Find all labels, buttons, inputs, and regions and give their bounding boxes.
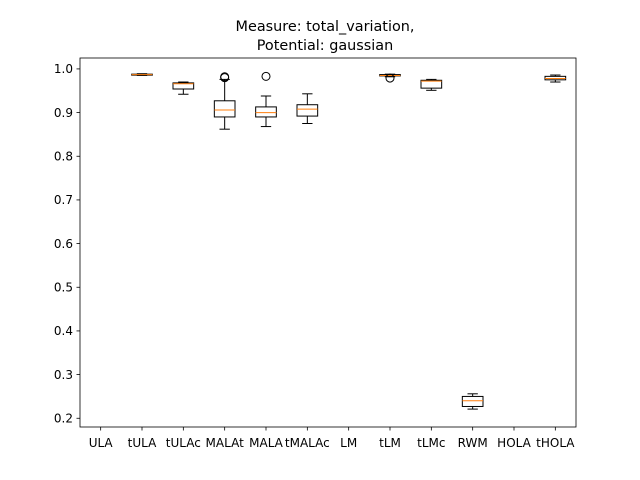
- box-tulac: [172, 81, 195, 95]
- y-tick-label: 0.2: [54, 412, 73, 426]
- box-iqr: [255, 106, 277, 118]
- axes-frame: [79, 57, 577, 428]
- box-thola: [544, 74, 567, 83]
- x-tick-label: tHOLA: [536, 436, 575, 450]
- x-tick-label: tULA: [128, 436, 157, 450]
- chart-title-line-2: Potential: gaussian: [257, 38, 393, 54]
- outlier-point: [220, 73, 230, 83]
- box-tula: [131, 73, 153, 76]
- x-tick-label: MALAt: [206, 436, 245, 450]
- box-tlmc: [420, 78, 443, 91]
- y-tick-label: 0.4: [54, 324, 73, 338]
- y-tick-label: 1.0: [54, 62, 73, 76]
- y-tick-label: 0.5: [54, 281, 73, 295]
- y-tick-label: 0.6: [54, 237, 73, 251]
- y-tick-label: 0.9: [54, 106, 73, 120]
- x-tick-label: RWM: [458, 436, 488, 450]
- box-tlm: [379, 73, 401, 83]
- chart-title: Measure: total_variation, Potential: gau…: [236, 19, 415, 54]
- box-malat: [213, 72, 236, 130]
- x-tick-label: HOLA: [497, 436, 531, 450]
- outlier-point: [261, 71, 271, 81]
- x-tick-label: ULA: [89, 436, 114, 450]
- outlier-point: [385, 73, 395, 83]
- box-mala: [255, 71, 277, 128]
- box-iqr: [296, 104, 319, 117]
- x-tick-label: tULAc: [166, 436, 201, 450]
- x-tick-label: MALA: [249, 436, 284, 450]
- box-iqr: [461, 395, 484, 407]
- box-iqr: [172, 82, 195, 90]
- y-tick-label: 0.8: [54, 150, 73, 164]
- x-tick-label: LM: [340, 436, 357, 450]
- x-axis: ULA tULA tULAc MALAt MALA tMALAc LM tLM tLMc RWM H…: [89, 427, 575, 450]
- box-iqr: [213, 100, 236, 118]
- x-tick-label: tLMc: [417, 436, 445, 450]
- box-tmalac: [296, 93, 319, 125]
- x-tick-label: tLM: [379, 436, 401, 450]
- box-iqr: [420, 79, 443, 89]
- y-axis: 0.2 0.3 0.4 0.5 0.6 0.7 0.8 0.9 1.0: [54, 62, 80, 426]
- chart-title-line-1: Measure: total_variation,: [236, 19, 415, 35]
- x-tick-label: tMALAc: [285, 436, 330, 450]
- y-tick-label: 0.7: [54, 193, 73, 207]
- plot-area: [131, 71, 567, 410]
- y-tick-label: 0.3: [54, 368, 73, 382]
- box-rwm: [461, 393, 484, 410]
